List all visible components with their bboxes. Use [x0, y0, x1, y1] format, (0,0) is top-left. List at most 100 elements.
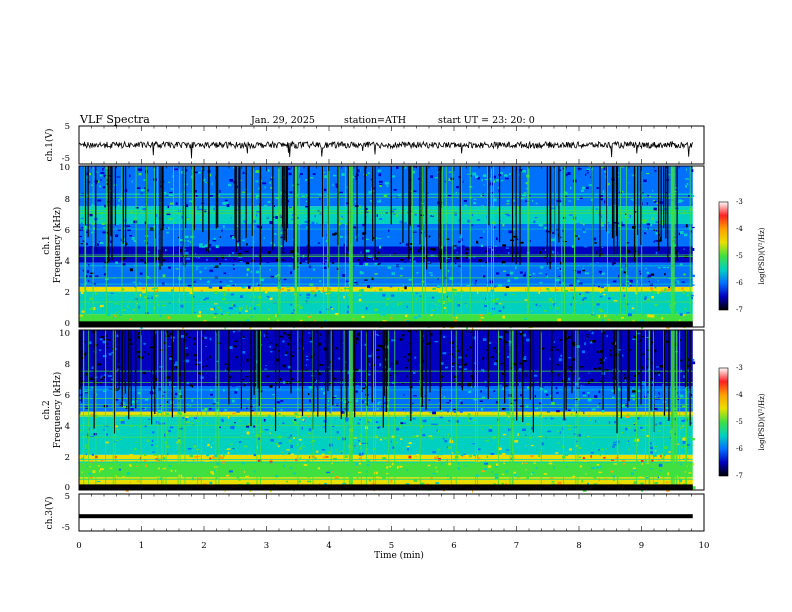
spectrogram-speckle [125, 242, 128, 246]
spectrogram-speckle [220, 308, 222, 312]
spectrogram-speckle [494, 473, 499, 476]
spectrogram-speckle [531, 444, 534, 447]
ch2-ytick-2: 2 [65, 453, 70, 463]
spectrogram-speckle [545, 437, 547, 439]
spectrogram-speckle [410, 242, 413, 245]
spectrogram-speckle [314, 293, 317, 297]
spectrogram-speckle [488, 247, 491, 249]
spectrogram-speckle [236, 476, 240, 479]
spectrogram-speckle [360, 271, 364, 275]
spectrogram-speckle [275, 196, 279, 200]
spectrogram-speckle [243, 282, 248, 285]
spectrogram-speckle [100, 211, 105, 213]
spectrogram-speckle [227, 433, 230, 435]
spectrogram-speckle [87, 472, 92, 475]
spectrogram-speckle [551, 250, 555, 254]
spectrogram-speckle [475, 474, 479, 477]
spectrogram-speckle [512, 316, 516, 319]
spectrogram-speckle [100, 304, 104, 308]
spectrogram-speckle [438, 238, 441, 241]
spectrogram-speckle [383, 194, 388, 197]
spectrogram-speckle [155, 351, 157, 354]
spectrogram-speckle [230, 200, 234, 203]
spectrogram-speckle [469, 175, 472, 177]
spectrogram-speckle [91, 386, 96, 389]
spectrogram-speckle [532, 272, 535, 275]
spectrogram-speckle [308, 386, 313, 389]
spectrogram-speckle [587, 391, 590, 394]
spectrogram-speckle [585, 454, 590, 457]
spectrogram-speckle [270, 416, 273, 420]
spectrogram-speckle [570, 167, 574, 170]
spectrogram-speckle [112, 169, 116, 173]
spectrogram-speckle [562, 282, 565, 286]
spectrogram-speckle [268, 318, 270, 320]
spectrogram-speckle [341, 379, 343, 383]
spectrogram-speckle [447, 269, 450, 273]
spectrogram-speckle [148, 418, 150, 421]
spectrogram-speckle [525, 405, 529, 409]
spectrogram-speckle [669, 374, 671, 377]
spectrogram-speckle [496, 320, 500, 322]
spectrogram-speckle [308, 461, 311, 464]
spectrogram-speckle [256, 207, 260, 210]
spectrogram-speckle [189, 454, 194, 458]
spectrogram-speckle [174, 168, 178, 171]
spectrogram-speckle [494, 245, 498, 247]
spectrogram-speckle [340, 288, 342, 291]
spectrogram-speckle [206, 422, 208, 425]
spectrogram-speckle [315, 309, 318, 312]
spectrogram-speckle [217, 282, 221, 284]
spectrogram-speckle [92, 470, 96, 474]
spectrogram-speckle [609, 185, 612, 188]
spectrogram-speckle [96, 170, 99, 172]
spectrogram-speckle [440, 241, 443, 245]
spectrogram-speckle [275, 314, 277, 318]
spectrogram-speckle [240, 342, 245, 345]
spectrogram-speckle [645, 291, 649, 293]
spectrogram-speckle [362, 223, 365, 226]
spectrogram-speckle [533, 374, 538, 377]
spectrogram-speckle [603, 331, 606, 334]
spectrogram-speckle [379, 294, 382, 298]
spectrogram-speckle [525, 374, 527, 377]
spectrogram-speckle [691, 296, 694, 300]
spectrogram-speckle [205, 345, 207, 347]
spectrogram-speckle [137, 481, 139, 484]
spectrogram-speckle [398, 467, 401, 469]
spectrogram-speckle [557, 430, 559, 433]
bright-burst [348, 330, 353, 490]
spectrogram-speckle [447, 446, 451, 450]
spectrogram-speckle [469, 346, 472, 349]
spectrogram-speckle [372, 447, 376, 450]
spectrogram-speckle [129, 174, 131, 177]
spectrogram-speckle [513, 235, 518, 238]
spectrogram-speckle [629, 192, 631, 195]
spectrogram-speckle [632, 224, 635, 226]
spectrogram-speckle [181, 215, 184, 219]
spectrogram-speckle [347, 371, 349, 375]
spectrogram-speckle [230, 456, 234, 459]
spectrogram-speckle [291, 314, 293, 317]
spectrogram-speckle [588, 166, 593, 168]
spectrogram-speckle [115, 222, 118, 225]
spectrogram-speckle [612, 220, 615, 223]
spectrogram-speckle [688, 194, 691, 198]
spectrogram-speckle [354, 427, 357, 430]
spectrogram-speckle [431, 296, 435, 299]
spectrogram-speckle [440, 405, 443, 408]
spectrogram-speckle [388, 170, 392, 172]
spectrogram-speckle [163, 196, 165, 200]
spectrogram-speckle [344, 417, 349, 421]
spectrogram-speckle [147, 297, 150, 299]
spectrogram-speckle [291, 312, 294, 314]
spectrogram-speckle [679, 330, 683, 333]
spectrogram-speckle [114, 397, 119, 401]
spectrogram-speckle [152, 389, 154, 392]
spectrogram-speckle [79, 399, 83, 401]
spectrogram-speckle [577, 198, 580, 200]
spectrogram-speckle [596, 251, 598, 255]
spectrogram-speckle [274, 333, 276, 335]
spectrogram-speckle [271, 482, 274, 486]
spectrogram-speckle [142, 290, 146, 294]
